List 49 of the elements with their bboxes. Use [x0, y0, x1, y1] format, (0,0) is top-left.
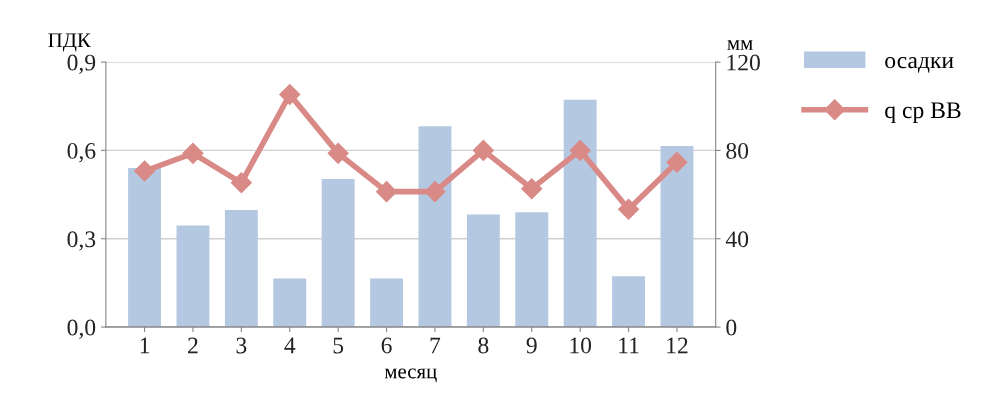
- x-tick-label: 8: [478, 337, 489, 354]
- y-tick-label: 0,9: [67, 54, 96, 74]
- y2-tick-label: 120: [727, 54, 760, 71]
- y2-tick-label: 80: [726, 142, 749, 159]
- bar: [466, 214, 500, 328]
- point: [666, 151, 688, 173]
- point: [618, 198, 640, 220]
- y-tick-label: 0,0: [67, 319, 96, 339]
- x-tick-label: 7: [430, 337, 441, 354]
- point: [521, 178, 543, 200]
- x-tick-label: 1: [140, 337, 150, 354]
- bar: [128, 168, 162, 328]
- bar: [563, 99, 597, 328]
- x-tick-label: 3: [236, 337, 247, 354]
- y-tick-label: 0,3: [67, 231, 96, 251]
- bar: [515, 212, 549, 328]
- legend-label: q ср ВВ: [885, 102, 961, 123]
- x-tick-label: 5: [333, 337, 344, 354]
- point: [182, 142, 204, 164]
- y2-axis-title: мм: [727, 40, 753, 50]
- bar: [418, 126, 452, 328]
- point: [279, 83, 301, 105]
- y2-tick-label: 40: [725, 231, 749, 248]
- point: [230, 172, 252, 194]
- point: [424, 181, 446, 203]
- bar: [176, 225, 210, 328]
- point: [569, 139, 591, 161]
- bar: [370, 278, 404, 328]
- y2-tick-label: 0: [726, 319, 737, 336]
- point: [376, 181, 398, 203]
- x-tick-label: 11: [619, 337, 639, 354]
- bar: [273, 278, 307, 328]
- x-tick-label: 12: [667, 337, 688, 354]
- x-tick-label: 10: [570, 337, 592, 354]
- point: [327, 142, 349, 164]
- bar: [612, 276, 646, 328]
- x-tick-label: 4: [284, 337, 296, 354]
- y-axis-title: ПДК: [48, 33, 91, 52]
- x-tick-label: 2: [188, 337, 198, 354]
- point: [472, 139, 494, 161]
- legend-label: осадки: [885, 56, 954, 73]
- bar: [321, 179, 355, 328]
- point: [134, 160, 156, 182]
- bar: [660, 146, 694, 328]
- bar: [224, 210, 258, 328]
- x-tick-label: 9: [526, 337, 537, 354]
- y-tick-label: 0,6: [67, 142, 96, 163]
- x-axis-title: месяц: [384, 368, 437, 383]
- x-tick-label: 6: [381, 337, 392, 354]
